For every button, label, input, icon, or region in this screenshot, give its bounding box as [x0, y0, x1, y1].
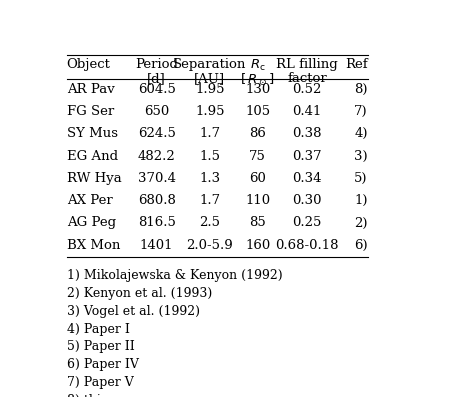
Text: 816.5: 816.5 [137, 216, 175, 229]
Text: 604.5: 604.5 [137, 83, 175, 96]
Text: Period: Period [135, 58, 178, 71]
Text: AG Peg: AG Peg [66, 216, 116, 229]
Text: [AU]: [AU] [194, 72, 226, 85]
Text: 680.8: 680.8 [137, 194, 175, 207]
Text: $[\,R_\odot]$: $[\,R_\odot]$ [240, 72, 275, 88]
Text: 0.68-0.18: 0.68-0.18 [275, 239, 339, 252]
Text: 1.7: 1.7 [199, 127, 220, 140]
Text: [d]: [d] [147, 72, 166, 85]
Text: 650: 650 [144, 105, 169, 118]
Text: Object: Object [66, 58, 110, 71]
Text: 5) Paper II: 5) Paper II [66, 341, 134, 353]
Text: RL filling: RL filling [276, 58, 338, 71]
Text: Ref: Ref [345, 58, 368, 71]
Text: 75: 75 [249, 150, 266, 162]
Text: 7): 7) [354, 105, 368, 118]
Text: 85: 85 [249, 216, 266, 229]
Text: 1.5: 1.5 [200, 150, 220, 162]
Text: 8): 8) [355, 83, 368, 96]
Text: 6) Paper IV: 6) Paper IV [66, 358, 138, 371]
Text: BX Mon: BX Mon [66, 239, 120, 252]
Text: AR Pav: AR Pav [66, 83, 114, 96]
Text: $R_{\rm c}$: $R_{\rm c}$ [250, 58, 265, 73]
Text: 1): 1) [355, 194, 368, 207]
Text: 6): 6) [354, 239, 368, 252]
Text: 4) Paper I: 4) Paper I [66, 323, 129, 335]
Text: 60: 60 [249, 172, 266, 185]
Text: SY Mus: SY Mus [66, 127, 118, 140]
Text: 1) Mikolajewska & Kenyon (1992): 1) Mikolajewska & Kenyon (1992) [66, 269, 282, 282]
Text: AX Per: AX Per [66, 194, 112, 207]
Text: 624.5: 624.5 [137, 127, 175, 140]
Text: 0.38: 0.38 [292, 127, 322, 140]
Text: 1.3: 1.3 [199, 172, 220, 185]
Text: 2) Kenyon et al. (1993): 2) Kenyon et al. (1993) [66, 287, 212, 300]
Text: FG Ser: FG Ser [66, 105, 114, 118]
Text: 110: 110 [245, 194, 270, 207]
Text: 7) Paper V: 7) Paper V [66, 376, 133, 389]
Text: 0.41: 0.41 [292, 105, 322, 118]
Text: factor: factor [287, 72, 327, 85]
Text: 0.25: 0.25 [292, 216, 322, 229]
Text: 3) Vogel et al. (1992): 3) Vogel et al. (1992) [66, 305, 200, 318]
Text: 160: 160 [245, 239, 270, 252]
Text: 1401: 1401 [140, 239, 173, 252]
Text: 8) this paper: 8) this paper [66, 394, 148, 397]
Text: 4): 4) [355, 127, 368, 140]
Text: 1.7: 1.7 [199, 194, 220, 207]
Text: 86: 86 [249, 127, 266, 140]
Text: RW Hya: RW Hya [66, 172, 121, 185]
Text: 130: 130 [245, 83, 270, 96]
Text: 0.30: 0.30 [292, 194, 322, 207]
Text: 0.52: 0.52 [292, 83, 322, 96]
Text: 5): 5) [355, 172, 368, 185]
Text: 2.5: 2.5 [200, 216, 220, 229]
Text: 0.34: 0.34 [292, 172, 322, 185]
Text: 3): 3) [354, 150, 368, 162]
Text: 370.4: 370.4 [137, 172, 175, 185]
Text: 1.95: 1.95 [195, 83, 225, 96]
Text: 0.37: 0.37 [292, 150, 322, 162]
Text: 1.95: 1.95 [195, 105, 225, 118]
Text: 2): 2) [355, 216, 368, 229]
Text: Separation: Separation [173, 58, 246, 71]
Text: EG And: EG And [66, 150, 118, 162]
Text: 482.2: 482.2 [138, 150, 175, 162]
Text: 2.0-5.9: 2.0-5.9 [186, 239, 233, 252]
Text: 105: 105 [245, 105, 270, 118]
